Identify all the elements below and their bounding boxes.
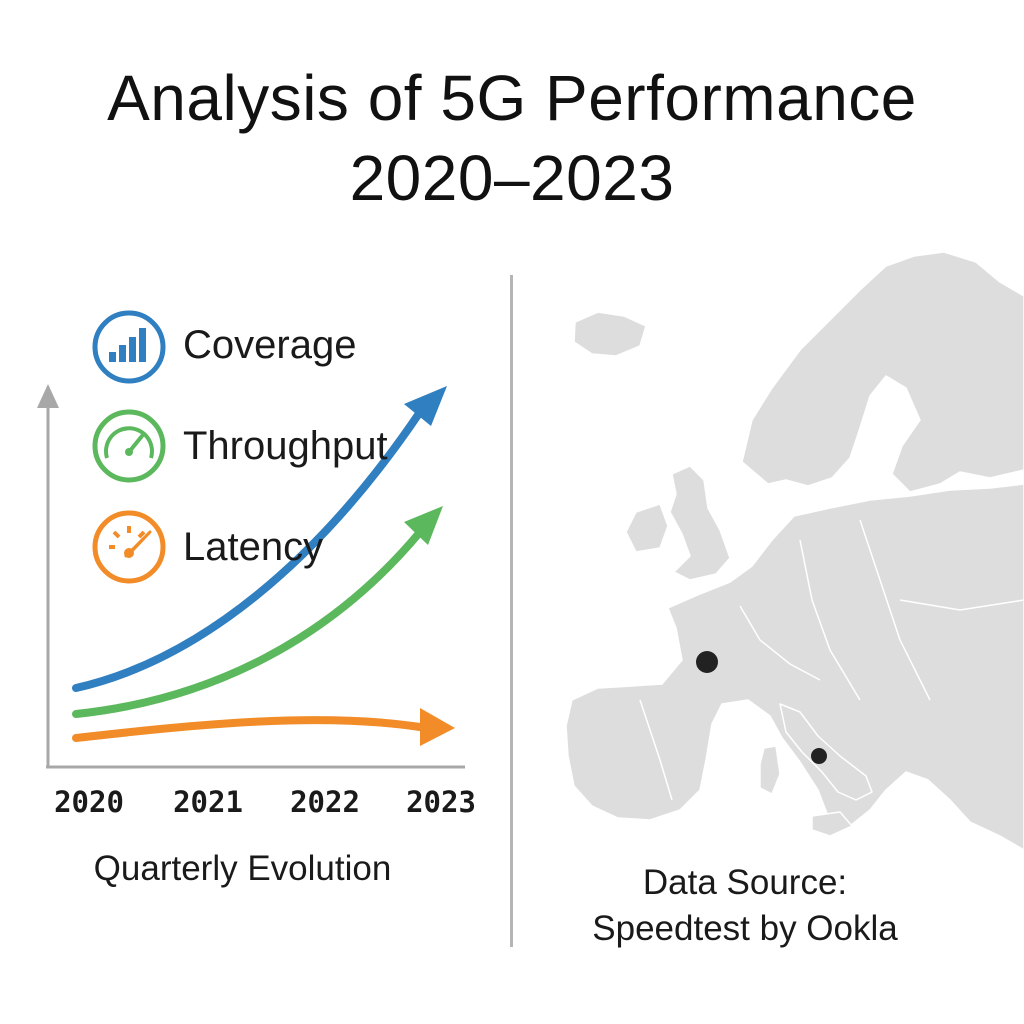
throughput-arrowhead (404, 506, 443, 545)
legend-label-latency: Latency (183, 525, 324, 569)
map-border (639, 699, 673, 801)
year-label-2022: 2022 (290, 785, 360, 819)
gauge-icon (92, 510, 166, 584)
map-region-sicily (811, 811, 853, 837)
map-border (799, 539, 861, 701)
data-source-line-1: Data Source: (642, 863, 848, 902)
map-marker-france (696, 651, 718, 673)
page-title: Analysis of 5G Performance 2020–2023 (0, 58, 1024, 218)
year-label-2023: 2023 (406, 785, 476, 819)
map-region-scandinavia (741, 251, 1024, 493)
panel-divider (510, 275, 513, 947)
signal-bars-icon (92, 310, 166, 384)
speedometer-icon (92, 409, 166, 483)
map-border (739, 605, 821, 681)
data-source-line-2: Speedtest by Ookla (592, 909, 898, 948)
year-label-2021: 2021 (173, 785, 243, 819)
map-region-ireland (625, 503, 669, 553)
map-marker-italy (811, 748, 827, 764)
legend-label-throughput: Throughput (183, 424, 388, 468)
map-border (899, 599, 1024, 611)
y-axis-arrowhead (37, 384, 59, 408)
title-line-2: 2020–2023 (349, 142, 675, 214)
throughput-trend-line (72, 528, 424, 718)
coverage-trend-line (72, 408, 424, 692)
legend-label-coverage: Coverage (183, 323, 357, 367)
europe-map (565, 251, 1024, 851)
title-line-1: Analysis of 5G Performance (107, 62, 917, 134)
map-region-great-britain (669, 465, 731, 581)
latency-arrowhead (420, 708, 455, 746)
trend-illustration (37, 310, 465, 769)
latency-trend-line (72, 716, 424, 742)
coverage-arrowhead (404, 386, 447, 426)
map-border (859, 519, 931, 701)
data-source-caption: Data Source: Speedtest by Ookla (540, 860, 950, 952)
map-region-iceland (573, 311, 647, 357)
map-region-sardinia (759, 745, 781, 795)
year-label-2020: 2020 (54, 785, 124, 819)
map-region-italy (779, 703, 873, 801)
x-axis-caption: Quarterly Evolution (93, 849, 392, 888)
